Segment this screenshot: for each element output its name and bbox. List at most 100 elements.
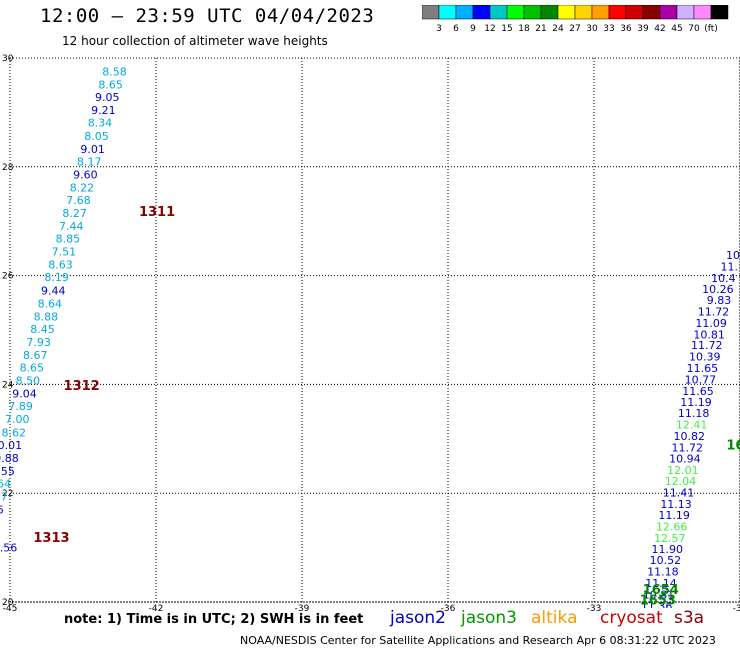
color-legend: 3 6 9 12 15 18 21 24 27 30 33 36 39 42 45 70 (ft) <box>422 5 729 34</box>
x-tick-label: -30 <box>733 604 740 614</box>
wave-height-label: 10.01 <box>0 439 22 452</box>
wave-height-label: 11.19 <box>680 396 712 409</box>
x-tick-label: -39 <box>295 604 310 614</box>
wave-height-label: 7.00 <box>5 413 30 426</box>
colorbar-label: 45 <box>671 24 682 34</box>
wave-height-label: 8.88 <box>34 310 59 323</box>
colorbar-label: 36 <box>620 24 632 34</box>
colorbar-label: 27 <box>569 24 580 34</box>
wave-height-label: 8.17 <box>77 155 102 168</box>
wave-height-label: 9.04 <box>12 388 37 401</box>
wave-height-label: 8.65 <box>20 362 45 375</box>
wave-height-label: 9.56 <box>0 542 17 555</box>
wave-height-label: 12.01 <box>667 464 699 477</box>
colorbar-label: 39 <box>637 24 649 34</box>
wave-height-label: 12.41 <box>676 419 708 432</box>
wave-height-label: 10 <box>726 249 740 262</box>
plot-frame <box>9 57 740 603</box>
wave-height-label: 11.13 <box>660 498 692 511</box>
colorbar-label: 3 <box>436 24 442 34</box>
colorbar-label: 21 <box>535 24 546 34</box>
wave-height-label: 7.51 <box>52 246 77 259</box>
wave-height-label: 10.94 <box>669 452 701 465</box>
wave-height-label: 8.50 <box>16 375 41 388</box>
satellite-legend-altika: altika <box>531 608 578 628</box>
wave-height-label: 8.58 <box>102 66 127 79</box>
wave-height-label: 8.85 <box>56 233 81 246</box>
pass-number-label: 1655 <box>726 439 740 454</box>
wave-height-label: 8.45 <box>30 323 55 336</box>
wave-height-label: 11.18 <box>647 566 679 579</box>
y-tick-label: 20 <box>2 598 14 608</box>
pass-number-label: 1311 <box>139 205 175 220</box>
satellite-legend-cryosat: cryosat <box>600 608 663 628</box>
pass-number-label: 1654 <box>643 583 679 598</box>
pass-number-label: 1312 <box>64 379 100 394</box>
footnote: note: 1) Time is in UTC; 2) SWH is in fe… <box>64 612 364 627</box>
y-tick-label: 22 <box>2 489 13 499</box>
wave-height-label: 10.52 <box>650 554 682 567</box>
wave-height-label: 9.55 <box>0 465 15 478</box>
wave-height-label: 10.4 <box>711 272 736 285</box>
credit-line: NOAA/NESDIS Center for Satellite Applica… <box>240 634 716 647</box>
colorbar-label: 9 <box>470 24 476 34</box>
x-tick-label: -33 <box>587 604 602 614</box>
wave-height-label: 8.64 <box>38 297 63 310</box>
wave-height-label: 10.39 <box>689 351 721 364</box>
colorbar-swatch <box>710 5 729 20</box>
wave-height-label: 8.65 <box>98 79 123 92</box>
wave-height-label: 7.68 <box>66 194 91 207</box>
colorbar-label: 24 <box>552 24 564 34</box>
wave-height-label: 11.90 <box>652 543 684 556</box>
colorbar-label: 18 <box>518 24 530 34</box>
y-tick-label: 28 <box>2 163 14 173</box>
wave-height-label: 9.88 <box>0 452 19 465</box>
wave-height-label: 10.81 <box>693 328 725 341</box>
colorbar-label: 70 <box>688 24 700 34</box>
colorbar-label: (ft) <box>704 24 718 34</box>
y-tick-label: 26 <box>2 272 14 282</box>
wave-height-label: 9.44 <box>41 284 66 297</box>
wave-height-label: 9.83 <box>707 294 732 307</box>
wave-height-label: 11.72 <box>691 339 723 352</box>
x-tick-label: -45 <box>3 604 18 614</box>
wave-height-label: 9.05 <box>95 91 120 104</box>
colorbar-label: 15 <box>501 24 512 34</box>
wave-height-label: 11.19 <box>658 509 690 522</box>
wave-height-label: 11.65 <box>687 362 719 375</box>
wave-height-label: 9.60 <box>73 168 98 181</box>
wave-height-label: 9.21 <box>91 104 116 117</box>
wave-height-label: 12.04 <box>665 475 697 488</box>
wave-height-label: 8.27 <box>62 207 87 220</box>
wave-height-label: 8.63 <box>48 259 73 272</box>
wave-height-label: 8.19 <box>44 271 69 284</box>
wave-height-label: 11.72 <box>672 442 704 455</box>
colorbar-label: 42 <box>654 24 665 34</box>
y-tick-label: 24 <box>2 380 14 390</box>
wave-height-label: 7.89 <box>8 400 33 413</box>
wave-height-label: 10.26 <box>702 283 734 296</box>
wave-height-label: 8.64 <box>0 477 11 490</box>
wave-height-label: 11. <box>721 260 739 273</box>
wave-height-label: 8.67 <box>0 490 8 503</box>
wave-height-label: 10.82 <box>673 430 705 443</box>
wave-height-label: 9.96 <box>0 504 4 517</box>
colorbar-label: 6 <box>453 24 459 34</box>
wave-height-label: 11.09 <box>695 317 727 330</box>
wave-height-label: 8.05 <box>84 130 109 143</box>
satellite-legend-jason3: jason3 <box>461 608 517 628</box>
satellite-legend-jason2: jason2 <box>390 608 446 628</box>
chart-title: 12:00 – 23:59 UTC 04/04/2023 <box>40 5 375 27</box>
chart-subtitle: 12 hour collection of altimeter wave hei… <box>62 34 328 48</box>
x-tick-label: -42 <box>149 604 164 614</box>
wave-height-label: 7.93 <box>26 336 51 349</box>
wave-height-label: 10.77 <box>685 374 717 387</box>
wave-height-label: 10.81 <box>643 588 675 601</box>
wave-height-label: 12.66 <box>656 520 688 533</box>
wave-height-label: 8.62 <box>2 426 27 439</box>
wave-height-label: 11.65 <box>682 385 714 398</box>
wave-height-label: 8.34 <box>88 117 113 130</box>
wave-height-label: 12.57 <box>654 532 686 545</box>
y-tick-label: 30 <box>2 54 14 64</box>
